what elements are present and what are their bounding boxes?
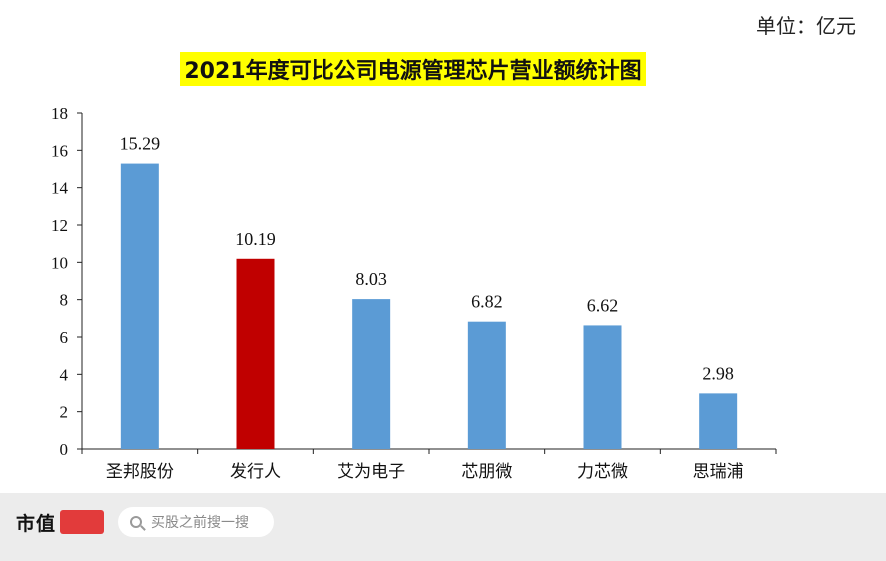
bar — [699, 393, 738, 449]
data-label: 15.29 — [120, 134, 161, 154]
y-tick-label: 12 — [51, 216, 68, 235]
y-tick-label: 6 — [60, 328, 69, 347]
brand-text: 市值 — [16, 512, 57, 535]
y-tick-label: 4 — [60, 365, 69, 384]
x-tick-label: 圣邦股份 — [106, 462, 174, 482]
y-tick-label: 0 — [60, 440, 69, 459]
brand[interactable]: 市值 — [16, 509, 105, 535]
footer-bar: 市值 买股之前搜一搜 — [0, 493, 886, 561]
data-label: 8.03 — [355, 269, 387, 289]
bar — [236, 258, 275, 449]
chart-title: 2021年度可比公司电源管理芯片营业额统计图 — [180, 52, 646, 86]
x-tick-label: 思瑞浦 — [693, 462, 744, 482]
y-tick-label: 8 — [60, 291, 69, 310]
x-tick-label: 芯朋微 — [461, 462, 512, 482]
data-label: 6.62 — [587, 295, 619, 315]
bar — [352, 299, 391, 449]
x-tick-label: 力芯微 — [577, 462, 628, 482]
chart-title-wrap: 2021年度可比公司电源管理芯片营业额统计图 — [0, 52, 826, 86]
brand-logo-icon — [60, 510, 105, 534]
y-tick-label: 14 — [51, 179, 69, 198]
y-tick-label: 10 — [51, 253, 68, 272]
data-label: 6.82 — [471, 292, 503, 312]
x-tick-label: 发行人 — [230, 462, 281, 482]
bar — [467, 321, 506, 449]
y-tick-label: 16 — [51, 141, 68, 160]
bar — [120, 163, 159, 449]
unit-label: 单位：亿元 — [756, 14, 856, 38]
data-label: 10.19 — [235, 229, 276, 249]
bar-chart: 0 2 4 6 8 10 12 14 16 18 15.29 圣邦股份 10.19 发行人 8.03 艾为电子… — [51, 104, 777, 482]
bar — [583, 325, 622, 449]
search-icon — [130, 516, 142, 528]
y-tick-label: 18 — [51, 104, 68, 123]
chart-card: 单位：亿元 2021年度可比公司电源管理芯片营业额统计图 0 2 4 6 8 10 12 14… — [0, 0, 886, 493]
x-tick-label: 艾为电子 — [337, 462, 405, 482]
search-placeholder: 买股之前搜一搜 — [151, 515, 249, 531]
search-box[interactable]: 买股之前搜一搜 — [118, 507, 274, 537]
y-tick-label: 2 — [60, 403, 69, 422]
data-label: 2.98 — [702, 363, 734, 383]
